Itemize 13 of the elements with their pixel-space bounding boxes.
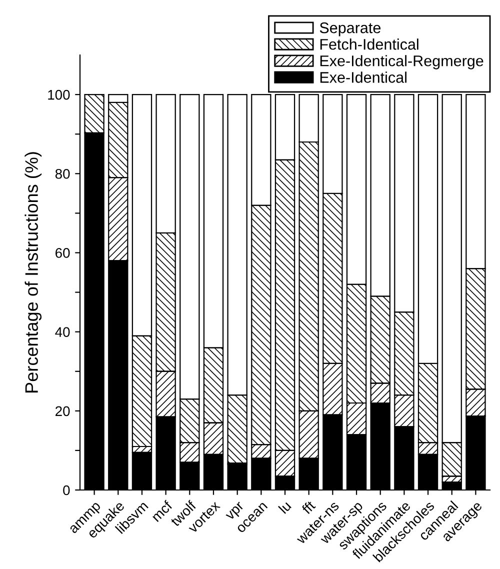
legend-label: Separate bbox=[320, 22, 380, 36]
legend-label: Fetch-Identical bbox=[320, 38, 418, 50]
legend-label: Exe-Identical-Regmerge bbox=[320, 55, 484, 70]
x-tick-label: mcf bbox=[150, 500, 174, 522]
y-axis-title: Percentage of Instructions (%) bbox=[24, 152, 42, 392]
y-tick-label: 60 bbox=[56, 248, 70, 258]
legend-label: Exe-Identical bbox=[320, 72, 406, 83]
x-tick-label: lu bbox=[278, 500, 292, 514]
y-tick-label: 0 bbox=[63, 485, 70, 496]
y-tick-label: 80 bbox=[55, 168, 70, 179]
y-tick-label: 40 bbox=[55, 327, 70, 337]
y-tick-label: 20 bbox=[56, 406, 70, 416]
y-tick-label: 100 bbox=[48, 90, 70, 100]
